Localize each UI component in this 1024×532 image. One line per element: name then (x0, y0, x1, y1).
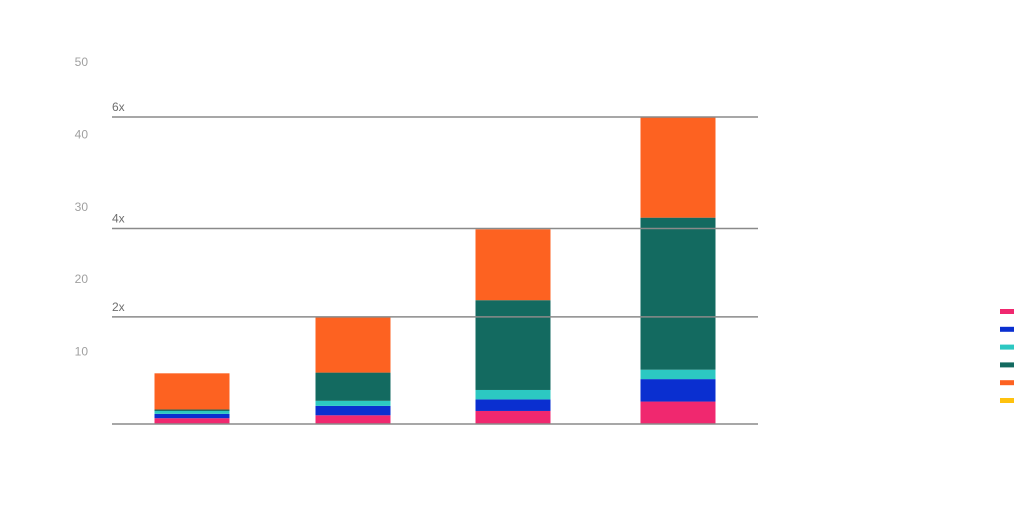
bar-segment-series-3-bar-1 (154, 410, 230, 414)
legend (1000, 309, 1014, 403)
bar-segment-series-2-bar-4 (640, 379, 716, 402)
legend-swatch-series-1 (1000, 309, 1014, 314)
y-tick-label: 10 (75, 345, 89, 359)
y-axis-ticks: 10 20 30 40 50 (75, 55, 89, 359)
bar-segment-series-1-bar-1 (154, 418, 230, 424)
bar-segment-series-2-bar-3 (475, 399, 551, 411)
bar-segment-series-3-bar-4 (640, 369, 716, 380)
legend-swatch-series-6 (1000, 398, 1014, 403)
bar-segment-series-5-bar-2 (315, 316, 391, 373)
bar-segment-series-1-bar-2 (315, 415, 391, 424)
legend-swatch-series-4 (1000, 362, 1014, 368)
y-tick-label: 50 (75, 55, 89, 69)
legend-swatch-series-3 (1000, 344, 1014, 350)
bar-segment-series-4-bar-3 (475, 300, 551, 390)
y-tick-label: 30 (75, 200, 89, 214)
bar-segment-series-5-bar-1 (154, 373, 230, 410)
y-tick-label: 40 (75, 127, 89, 141)
bar-segment-series-5-bar-3 (475, 229, 551, 301)
bar-stacks (154, 117, 716, 424)
bar-segment-series-4-bar-2 (315, 372, 391, 401)
reference-line-label: 6x (112, 100, 125, 114)
bar-segment-series-2-bar-1 (154, 413, 230, 419)
bar-segment-series-2-bar-2 (315, 405, 391, 416)
bar-segment-series-4-bar-4 (640, 217, 716, 370)
bar-segment-series-3-bar-2 (315, 400, 391, 406)
bar-segment-series-3-bar-3 (475, 389, 551, 400)
bar-segment-series-1-bar-3 (475, 410, 551, 424)
reference-lines: 2x 4x 6x (112, 100, 758, 318)
bar-segment-series-1-bar-4 (640, 401, 716, 424)
legend-swatch-series-5 (1000, 380, 1014, 386)
bar-segment-series-4-bar-1 (154, 409, 230, 411)
y-tick-label: 20 (75, 272, 89, 286)
reference-line-label: 4x (112, 212, 125, 226)
bar-segment-series-5-bar-4 (640, 117, 716, 218)
reference-line-label: 2x (112, 300, 125, 314)
legend-swatch-series-2 (1000, 326, 1014, 332)
